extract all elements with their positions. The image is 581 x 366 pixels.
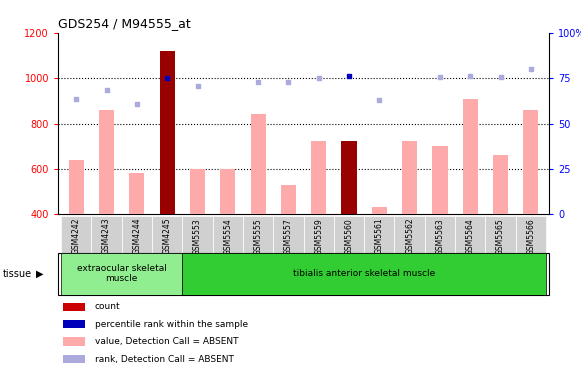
- Bar: [152, 216, 182, 253]
- Point: [435, 74, 444, 80]
- Bar: [516, 216, 546, 253]
- Text: tissue: tissue: [3, 269, 32, 279]
- Text: GDS254 / M94555_at: GDS254 / M94555_at: [58, 17, 191, 30]
- Text: GSM4242: GSM4242: [72, 218, 81, 254]
- Text: GSM5564: GSM5564: [466, 218, 475, 254]
- Bar: [493, 155, 508, 214]
- Point: [526, 66, 536, 72]
- Point: [375, 97, 384, 103]
- Point: [284, 79, 293, 85]
- Bar: [432, 146, 447, 214]
- Bar: [182, 216, 213, 253]
- Bar: [372, 207, 387, 214]
- Bar: [485, 216, 516, 253]
- Bar: [220, 169, 235, 214]
- Text: extraocular skeletal
muscle: extraocular skeletal muscle: [77, 264, 167, 283]
- Point: [465, 73, 475, 79]
- Text: tibialis anterior skeletal muscle: tibialis anterior skeletal muscle: [293, 269, 435, 278]
- Bar: [91, 216, 122, 253]
- Bar: [130, 173, 145, 214]
- Text: count: count: [95, 302, 120, 311]
- Bar: [69, 160, 84, 214]
- Bar: [394, 216, 425, 253]
- Bar: [243, 216, 273, 253]
- Bar: [462, 98, 478, 214]
- Text: GSM5561: GSM5561: [375, 218, 384, 254]
- Text: percentile rank within the sample: percentile rank within the sample: [95, 320, 248, 329]
- Bar: [63, 303, 85, 311]
- Text: value, Detection Call = ABSENT: value, Detection Call = ABSENT: [95, 337, 238, 346]
- Bar: [122, 216, 152, 253]
- Bar: [61, 216, 91, 253]
- Text: GSM5555: GSM5555: [254, 218, 263, 254]
- Bar: [190, 169, 205, 214]
- Bar: [425, 216, 455, 253]
- Text: GSM4243: GSM4243: [102, 218, 111, 254]
- Bar: [455, 216, 485, 253]
- Bar: [402, 141, 417, 214]
- Text: GSM5553: GSM5553: [193, 218, 202, 254]
- Text: GSM4244: GSM4244: [132, 218, 141, 254]
- Bar: [311, 141, 327, 214]
- Bar: [364, 216, 394, 253]
- Point: [314, 75, 324, 81]
- Bar: [342, 141, 357, 214]
- Point: [71, 96, 81, 101]
- Text: GSM5562: GSM5562: [405, 218, 414, 254]
- Point: [163, 75, 172, 81]
- Text: GSM5559: GSM5559: [314, 218, 323, 254]
- Point: [193, 83, 202, 89]
- Text: rank, Detection Call = ABSENT: rank, Detection Call = ABSENT: [95, 355, 234, 363]
- Bar: [99, 110, 114, 214]
- Bar: [61, 253, 182, 295]
- Bar: [334, 216, 364, 253]
- Text: GSM5565: GSM5565: [496, 218, 505, 254]
- Point: [132, 101, 142, 107]
- Bar: [213, 216, 243, 253]
- Point: [345, 73, 354, 79]
- Point: [102, 87, 111, 93]
- Bar: [160, 51, 175, 214]
- Text: GSM5566: GSM5566: [526, 218, 535, 254]
- Bar: [250, 115, 266, 214]
- Bar: [273, 216, 303, 253]
- Point: [496, 74, 505, 80]
- Bar: [63, 320, 85, 328]
- Point: [253, 79, 263, 85]
- Bar: [63, 355, 85, 363]
- Bar: [63, 337, 85, 346]
- Text: ▶: ▶: [36, 269, 44, 279]
- Text: GSM5557: GSM5557: [284, 218, 293, 254]
- Bar: [523, 110, 539, 214]
- Text: GSM5563: GSM5563: [435, 218, 444, 254]
- Bar: [281, 185, 296, 214]
- Text: GSM5560: GSM5560: [345, 218, 353, 254]
- Bar: [182, 253, 546, 295]
- Bar: [303, 216, 334, 253]
- Text: GSM5554: GSM5554: [223, 218, 232, 254]
- Text: GSM4245: GSM4245: [163, 218, 172, 254]
